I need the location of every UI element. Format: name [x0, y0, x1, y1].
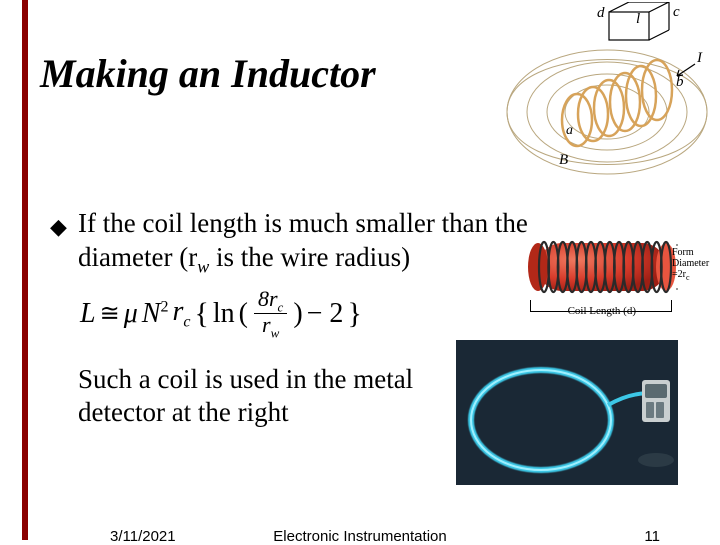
eq-mu: μ: [124, 298, 138, 330]
body-line2-sub: w: [197, 256, 209, 276]
solenoid-label-I: I: [696, 50, 703, 66]
solenoid-label-c: c: [673, 4, 680, 20]
sub-paragraph: Such a coil is used in the metal detecto…: [78, 363, 438, 429]
eq-ln: ln: [213, 298, 235, 330]
coil-length-label: Coil Length (d): [568, 305, 636, 317]
page-title: Making an Inductor: [40, 50, 376, 97]
red-coil-diagram: [526, 235, 678, 299]
solenoid-label-B: B: [559, 152, 568, 168]
eq-minus2: − 2: [307, 298, 344, 330]
footer-page: 11: [644, 528, 660, 545]
body-line2-post: is the wire radius): [209, 242, 410, 272]
eq-N2: N2: [142, 298, 169, 330]
eq-approx: ≅: [100, 299, 120, 328]
metal-detector-image: [456, 340, 678, 485]
inductance-equation: L ≅ μ N2 rc { ln ( 8rc rw ) − 2 }: [80, 288, 362, 340]
body-line1: If the coil length is much smaller than …: [78, 208, 528, 238]
accent-bar: [22, 0, 28, 540]
footer-date: 3/11/2021: [110, 528, 176, 545]
solenoid-label-d: d: [597, 5, 605, 21]
bullet-icon: ◆: [50, 214, 67, 240]
eq-L: L: [80, 298, 96, 330]
solenoid-label-a: a: [566, 123, 573, 138]
eq-rc: rc: [172, 296, 190, 332]
solenoid-label-l: l: [636, 11, 640, 27]
form-diameter-label: Form Diameter =2rc: [672, 247, 716, 283]
solenoid-field-diagram: d l c I b a B: [499, 2, 714, 192]
footer-title: Electronic Instrumentation: [273, 528, 446, 545]
eq-fraction: 8rc rw: [254, 288, 287, 340]
body-line2-pre: diameter (r: [78, 242, 197, 272]
